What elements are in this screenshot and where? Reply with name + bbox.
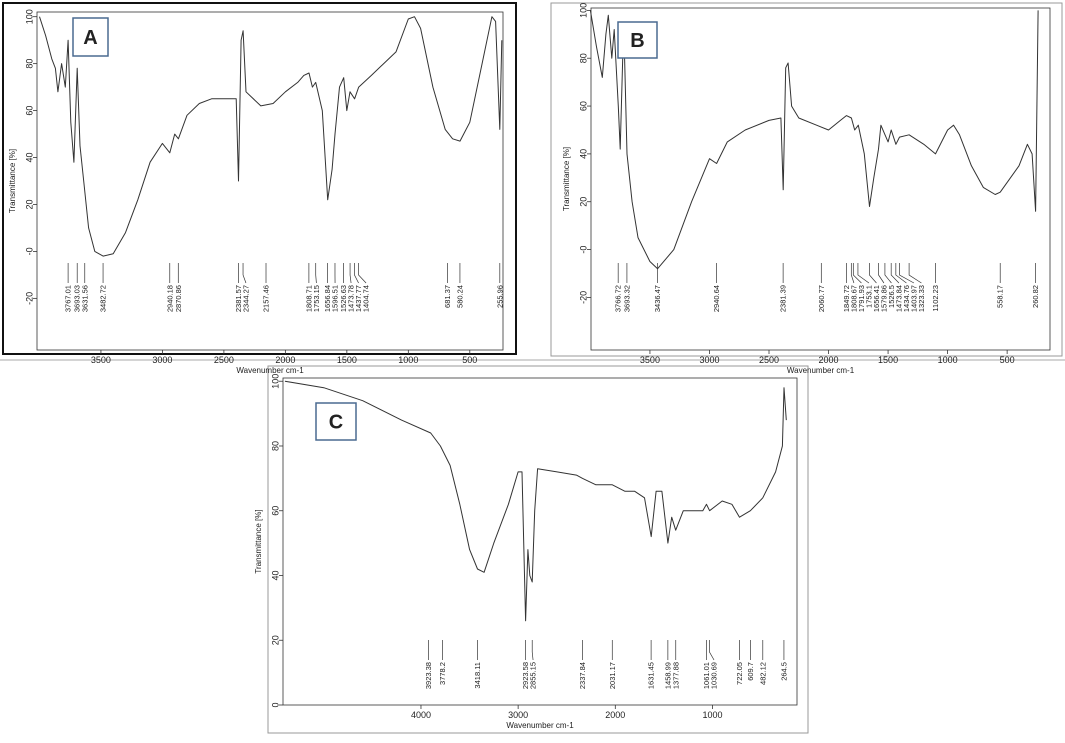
peak-label: 2870.86 (174, 285, 183, 312)
x-tick-label: 1500 (878, 355, 898, 365)
peak-label: 580.24 (455, 285, 464, 308)
x-tick-label: 3500 (91, 355, 111, 365)
y-tick-label: 0 (270, 702, 280, 707)
y-tick-label: 60 (270, 506, 280, 516)
peak-label: 1102.23 (931, 285, 940, 312)
peak-label: 3778.2 (438, 662, 447, 685)
x-tick-label: 3500 (640, 355, 660, 365)
y-tick-label: 20 (270, 635, 280, 645)
peak-label: 3923.38 (424, 662, 433, 689)
x-tick-label: 2000 (819, 355, 839, 365)
x-tick-label: 500 (1000, 355, 1015, 365)
y-tick-label: 80 (270, 441, 280, 451)
peak-label: 3418.11 (473, 662, 482, 689)
x-axis-label: Wavenumber cm-1 (787, 366, 855, 375)
peak-label: 1404.74 (362, 285, 371, 312)
y-tick-label: -20 (578, 291, 588, 304)
peak-label: 260.82 (1031, 285, 1040, 308)
y-axis-label: Transmittance [%] (8, 149, 17, 213)
peak-label: 2940.64 (712, 285, 721, 312)
peak-label: 482.12 (758, 662, 767, 685)
y-tick-label: 40 (578, 149, 588, 159)
peak-label: 2157.46 (262, 285, 271, 312)
peak-label: 2060.77 (817, 285, 826, 312)
y-tick-label: 100 (270, 374, 280, 389)
y-axis-label: Transmittance [%] (562, 147, 571, 211)
peak-label: 2344.27 (241, 285, 250, 312)
peak-label: 681.37 (443, 285, 452, 308)
y-tick-label: -0 (578, 246, 588, 254)
x-tick-label: 1500 (337, 355, 357, 365)
y-tick-label: -0 (24, 247, 34, 255)
peak-label: 264.5 (779, 662, 788, 681)
x-tick-label: 2000 (275, 355, 295, 365)
peak-label: 2031.17 (608, 662, 617, 689)
x-tick-label: 3000 (508, 710, 528, 720)
y-tick-label: 100 (24, 9, 34, 24)
x-axis-label: Wavenumber cm-1 (506, 721, 574, 730)
peak-label: 3767.01 (64, 285, 73, 312)
peak-label: 2855.15 (529, 662, 538, 689)
peak-label: 1030.69 (710, 662, 719, 689)
peak-label: 609.7 (746, 662, 755, 681)
peak-label: 1753.15 (312, 285, 321, 312)
y-tick-label: -20 (24, 292, 34, 305)
peak-label: 3436.47 (653, 285, 662, 312)
peak-label: 3693.32 (622, 285, 631, 312)
x-tick-label: 1000 (938, 355, 958, 365)
y-tick-label: 20 (578, 197, 588, 207)
panel-label: A (83, 27, 97, 49)
peak-label: 3766.72 (614, 285, 623, 312)
peak-label: 722.05 (735, 662, 744, 685)
x-tick-label: 2500 (759, 355, 779, 365)
y-tick-label: 80 (578, 53, 588, 63)
panel-label: B (630, 30, 644, 52)
y-tick-label: 100 (578, 3, 588, 18)
x-tick-label: 1000 (702, 710, 722, 720)
peak-label: 255.96 (495, 285, 504, 308)
panel-label: C (329, 412, 343, 434)
peak-label: 1323.33 (917, 285, 926, 312)
y-tick-label: 60 (24, 106, 34, 116)
y-tick-label: 20 (24, 199, 34, 209)
x-tick-label: 2500 (214, 355, 234, 365)
x-tick-label: 4000 (411, 710, 431, 720)
peak-label: 558.17 (996, 285, 1005, 308)
x-tick-label: 500 (462, 355, 477, 365)
x-tick-label: 2000 (605, 710, 625, 720)
x-tick-label: 3000 (699, 355, 719, 365)
y-tick-label: 40 (270, 570, 280, 580)
x-axis-label: Wavenumber cm-1 (236, 366, 304, 375)
y-tick-label: 80 (24, 59, 34, 69)
peak-label: 3631.56 (80, 285, 89, 312)
x-tick-label: 3000 (152, 355, 172, 365)
peak-label: 3482.72 (99, 285, 108, 312)
y-axis-label: Transmittance [%] (254, 509, 263, 573)
peak-label: 2381.39 (779, 285, 788, 312)
x-tick-label: 1000 (398, 355, 418, 365)
peak-label: 2337.84 (578, 662, 587, 689)
peak-label: 1631.45 (647, 662, 656, 689)
y-tick-label: 60 (578, 101, 588, 111)
y-tick-label: 40 (24, 153, 34, 163)
peak-label: 1377.88 (671, 662, 680, 689)
